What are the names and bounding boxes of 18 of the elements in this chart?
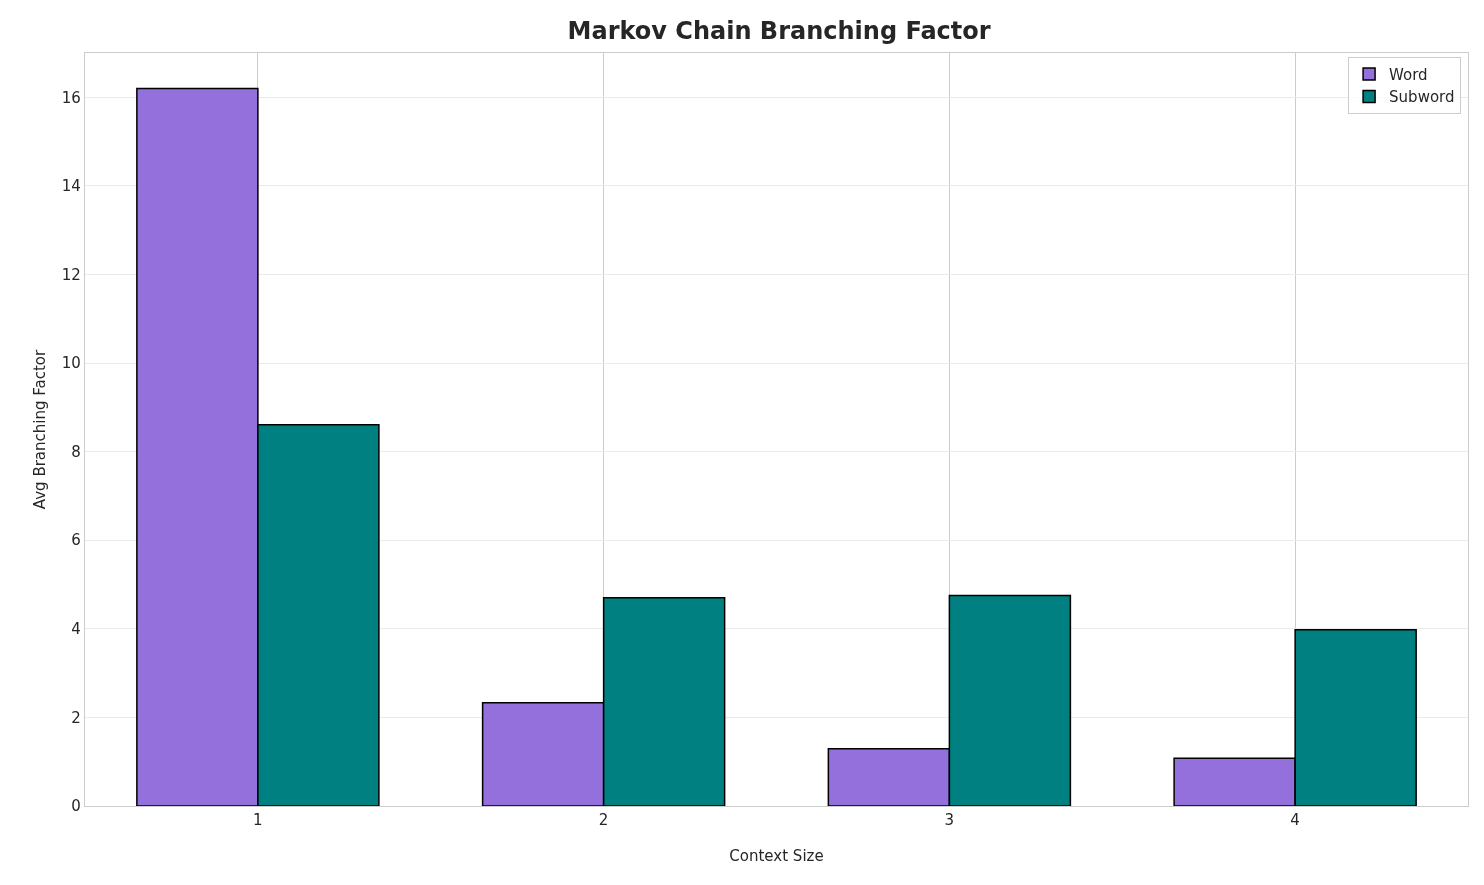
y-tick-label: 14 — [61, 177, 81, 196]
x-tick-label: 1 — [253, 811, 263, 830]
x-tick-label: 4 — [1290, 811, 1300, 830]
chart-title: Markov Chain Branching Factor — [567, 17, 991, 46]
y-tick-label: 12 — [61, 265, 81, 284]
x-tick-label: 3 — [944, 811, 955, 830]
y-tick-label: 8 — [71, 442, 81, 461]
legend-label: Word — [1389, 65, 1428, 84]
y-tick-label: 2 — [71, 708, 81, 727]
x-axis-title: Context Size — [729, 847, 824, 866]
y-tick-label: 6 — [71, 531, 81, 550]
y-tick-label: 4 — [71, 620, 81, 639]
x-tick-label: 2 — [598, 811, 609, 830]
y-tick-label: 10 — [61, 354, 81, 373]
y-tick-label: 0 — [71, 797, 81, 816]
y-axis-title: Avg Branching Factor — [30, 349, 49, 510]
legend-label: Subword — [1389, 88, 1455, 107]
y-tick-label: 16 — [61, 88, 81, 107]
